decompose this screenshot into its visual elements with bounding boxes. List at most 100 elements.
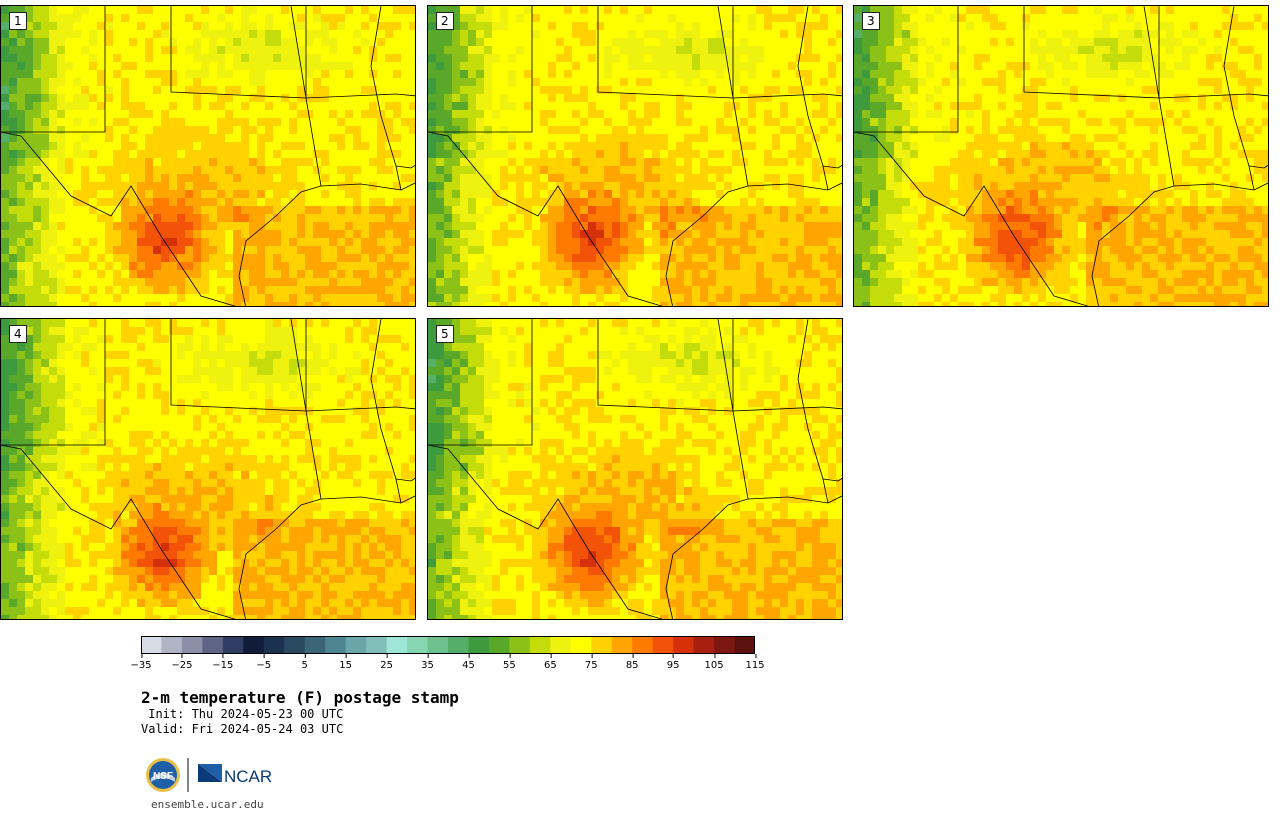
colorbar-swatch [427,636,449,654]
colorbar-swatch [734,636,755,654]
boundary-line [395,164,415,169]
colorbar-tick-label: 5 [302,654,308,671]
nsf-seal-icon: NSF [146,758,180,792]
colorbar-swatch [345,636,367,654]
colorbar-tick-label: 15 [339,654,352,671]
panel-label: 2 [436,12,454,30]
colorbar-tick-label: 105 [705,654,724,671]
boundary-line [1,319,106,446]
colorbar-swatch [509,636,531,654]
boundary-line [1143,6,1268,99]
colorbar-tick-label: 65 [544,654,557,671]
boundary-line [1223,6,1255,191]
boundary-line [320,182,415,191]
colorbar-tick-label: 85 [626,654,639,671]
boundary-line [1,444,236,619]
temperature-map [428,6,842,306]
colorbar-swatch [181,636,203,654]
boundary-line [320,495,415,504]
colorbar-tick-label: −5 [256,654,271,671]
boundary-line [854,131,1089,306]
temperature-colorbar [141,636,755,654]
boundary-line [822,164,842,169]
colorbar-swatch [632,636,654,654]
init-time: Init: Thu 2024-05-23 00 UTC [141,707,344,721]
boundary-line [290,6,415,99]
boundary-line [370,6,402,191]
colorbar-swatch [284,636,306,654]
colorbar-tick-label: 55 [503,654,516,671]
map-panel-2: 2 [427,5,843,307]
boundary-line [428,444,663,619]
colorbar-tick-label: 35 [421,654,434,671]
colorbar-tick-label: 115 [745,654,765,671]
colorbar-swatch [550,636,572,654]
boundary-line [1023,6,1160,99]
boundary-line [854,6,959,133]
colorbar-tick-label: 95 [667,654,679,671]
boundary-line [428,319,533,446]
colorbar-swatch [693,636,715,654]
boundary-line [290,319,415,412]
boundary-line [597,319,734,412]
panel-label: 5 [436,325,454,343]
boundary-line [370,319,402,504]
boundary-line [428,6,533,133]
colorbar-swatch [652,636,674,654]
boundary-line [747,495,842,504]
colorbar-swatch [529,636,551,654]
boundary-line [822,477,842,482]
colorbar-swatch [611,636,633,654]
colorbar-tick-label: −35 [130,654,152,671]
colorbar-swatch [304,636,326,654]
colorbar-swatch [570,636,592,654]
temperature-map [1,6,415,306]
boundary-line [395,477,415,482]
colorbar-swatch [161,636,183,654]
panel-label: 1 [9,12,27,30]
map-panel-5: 5 [427,318,843,620]
boundary-line [1173,182,1268,191]
colorbar-swatch [366,636,388,654]
colorbar-swatch [263,636,285,654]
colorbar-swatch [407,636,429,654]
colorbar-tick-label: −15 [212,654,233,671]
boundary-line [797,6,829,191]
colorbar-swatch [202,636,224,654]
colorbar-swatch [714,636,736,654]
boundary-line [597,6,734,99]
colorbar-swatch [141,636,162,654]
colorbar-swatch [488,636,510,654]
boundary-line [717,319,842,412]
ncar-logo-icon: NCAR [198,764,272,786]
boundary-line [428,131,663,306]
boundary-line [797,319,829,504]
chart-title: 2-m temperature (F) postage stamp [141,688,459,707]
colorbar-swatch [222,636,244,654]
boundary-line [170,6,307,99]
boundary-line [717,6,842,99]
colorbar-swatch [448,636,469,654]
boundary-line [747,182,842,191]
colorbar-swatch [468,636,490,654]
map-panel-3: 3 [853,5,1269,307]
boundary-line [170,319,307,412]
valid-time: Valid: Fri 2024-05-24 03 UTC [141,722,344,736]
map-panel-4: 4 [0,318,416,620]
site-url: ensemble.ucar.edu [151,798,264,811]
colorbar-tick-label: 45 [462,654,475,671]
boundary-line [1,131,236,306]
colorbar-tick-label: 25 [380,654,393,671]
panel-label: 3 [862,12,880,30]
colorbar-swatch [386,636,408,654]
colorbar-tick-label: −25 [171,654,192,671]
colorbar-swatch [673,636,695,654]
nsf-ncar-logo: NSF NCAR [146,758,272,792]
colorbar-swatch [591,636,613,654]
temperature-map [428,319,842,619]
boundary-line [1,6,106,133]
colorbar-swatch [325,636,347,654]
colorbar-tick-label: 75 [585,654,598,671]
temperature-map [1,319,415,619]
panel-label: 4 [9,325,27,343]
